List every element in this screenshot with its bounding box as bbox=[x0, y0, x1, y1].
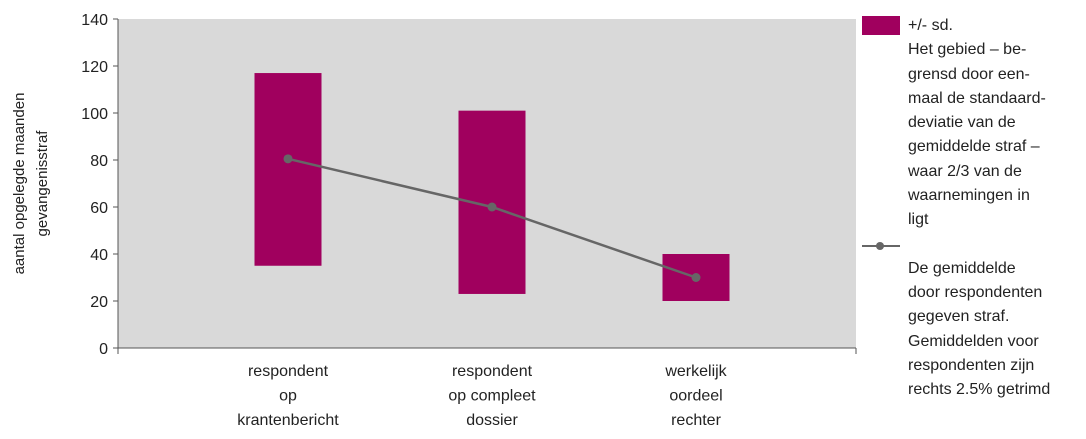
legend: +/- sd. Het gebied – be-grensd door een-… bbox=[862, 14, 1084, 402]
x-category-label-line: respondent bbox=[248, 363, 329, 380]
x-category-label-line: op compleet bbox=[448, 388, 536, 405]
y-tick-label: 40 bbox=[90, 247, 108, 264]
y-tick-label: 0 bbox=[99, 341, 108, 358]
legend-swatch-line bbox=[862, 236, 900, 255]
x-axis: respondent op krantenbericht respondent op c… bbox=[117, 347, 857, 429]
legend-desc-sd-line: deviatie van de bbox=[908, 114, 1016, 132]
x-category-label: respondent op krantenbericht bbox=[237, 363, 339, 429]
x-category-label: werkelijk oordeel rechter bbox=[664, 363, 727, 429]
range-bars bbox=[254, 73, 730, 301]
x-category-label-line: dossier bbox=[466, 412, 518, 429]
x-category-label: respondent op compleet dossier bbox=[448, 363, 536, 429]
mean-point bbox=[487, 202, 497, 212]
legend-desc-mean-line: door respondenten bbox=[908, 283, 1043, 301]
y-tick-label: 80 bbox=[90, 153, 108, 170]
x-category-label-line: krantenbericht bbox=[237, 412, 339, 429]
legend-item-sd: +/- sd. bbox=[862, 14, 1084, 38]
legend-desc-sd-line: maal de standaard- bbox=[908, 89, 1046, 107]
legend-desc-sd-line: gemiddelde straf – bbox=[908, 138, 1040, 156]
x-category-label-line: respondent bbox=[452, 363, 533, 380]
x-category-label-line: rechter bbox=[671, 412, 721, 429]
chart: 0 20 40 60 80 100 120 140 respondent op krantenbe… bbox=[11, 12, 857, 429]
mean-line bbox=[283, 154, 701, 282]
legend-desc-sd: Het gebied – be-grensd door een-maal de … bbox=[908, 38, 1084, 232]
y-tick-label: 120 bbox=[81, 59, 108, 76]
legend-desc-sd-line: grensd door een- bbox=[908, 65, 1030, 83]
y-axis-title-line: aantal opgelegde maanden bbox=[11, 93, 28, 275]
legend-desc-sd-line: waarnemingen in bbox=[908, 187, 1030, 205]
y-tick-label: 60 bbox=[90, 200, 108, 217]
y-tick-label: 100 bbox=[81, 106, 108, 123]
legend-desc-sd-line: ligt bbox=[908, 211, 929, 229]
x-category-label-line: werkelijk bbox=[664, 363, 727, 380]
legend-desc-mean-line: gegeven straf. bbox=[908, 308, 1010, 326]
y-axis: 0 20 40 60 80 100 120 140 bbox=[81, 12, 119, 358]
legend-desc-mean-line: De gemiddelde bbox=[908, 259, 1016, 277]
y-axis-title: aantal opgelegde maanden gevangenisstraf bbox=[11, 93, 51, 275]
legend-desc-mean-line: Gemiddelden voor bbox=[908, 332, 1039, 350]
range-bar bbox=[254, 73, 322, 266]
mean-point bbox=[691, 273, 701, 282]
legend-desc-sd-line: Het gebied – be- bbox=[908, 41, 1027, 59]
x-category-label-line: oordeel bbox=[669, 388, 722, 405]
legend-label-sd: +/- sd. bbox=[908, 17, 953, 34]
x-category-label-line: op bbox=[279, 388, 297, 405]
y-axis-title-line: gevangenisstraf bbox=[34, 130, 51, 237]
y-tick-label: 140 bbox=[81, 12, 108, 29]
legend-swatch-bar bbox=[862, 16, 900, 35]
legend-desc-sd-line: waar 2/3 van de bbox=[908, 162, 1022, 180]
y-tick-label: 20 bbox=[90, 294, 108, 311]
legend-item-mean bbox=[862, 236, 1084, 255]
legend-desc-mean-line: rechts 2.5% getrimd bbox=[908, 381, 1051, 399]
mean-point bbox=[283, 154, 293, 164]
legend-desc-mean-line: respondenten zijn bbox=[908, 356, 1035, 374]
legend-desc-mean: De gemiddelde door respondenten gegeven st… bbox=[908, 257, 1084, 403]
